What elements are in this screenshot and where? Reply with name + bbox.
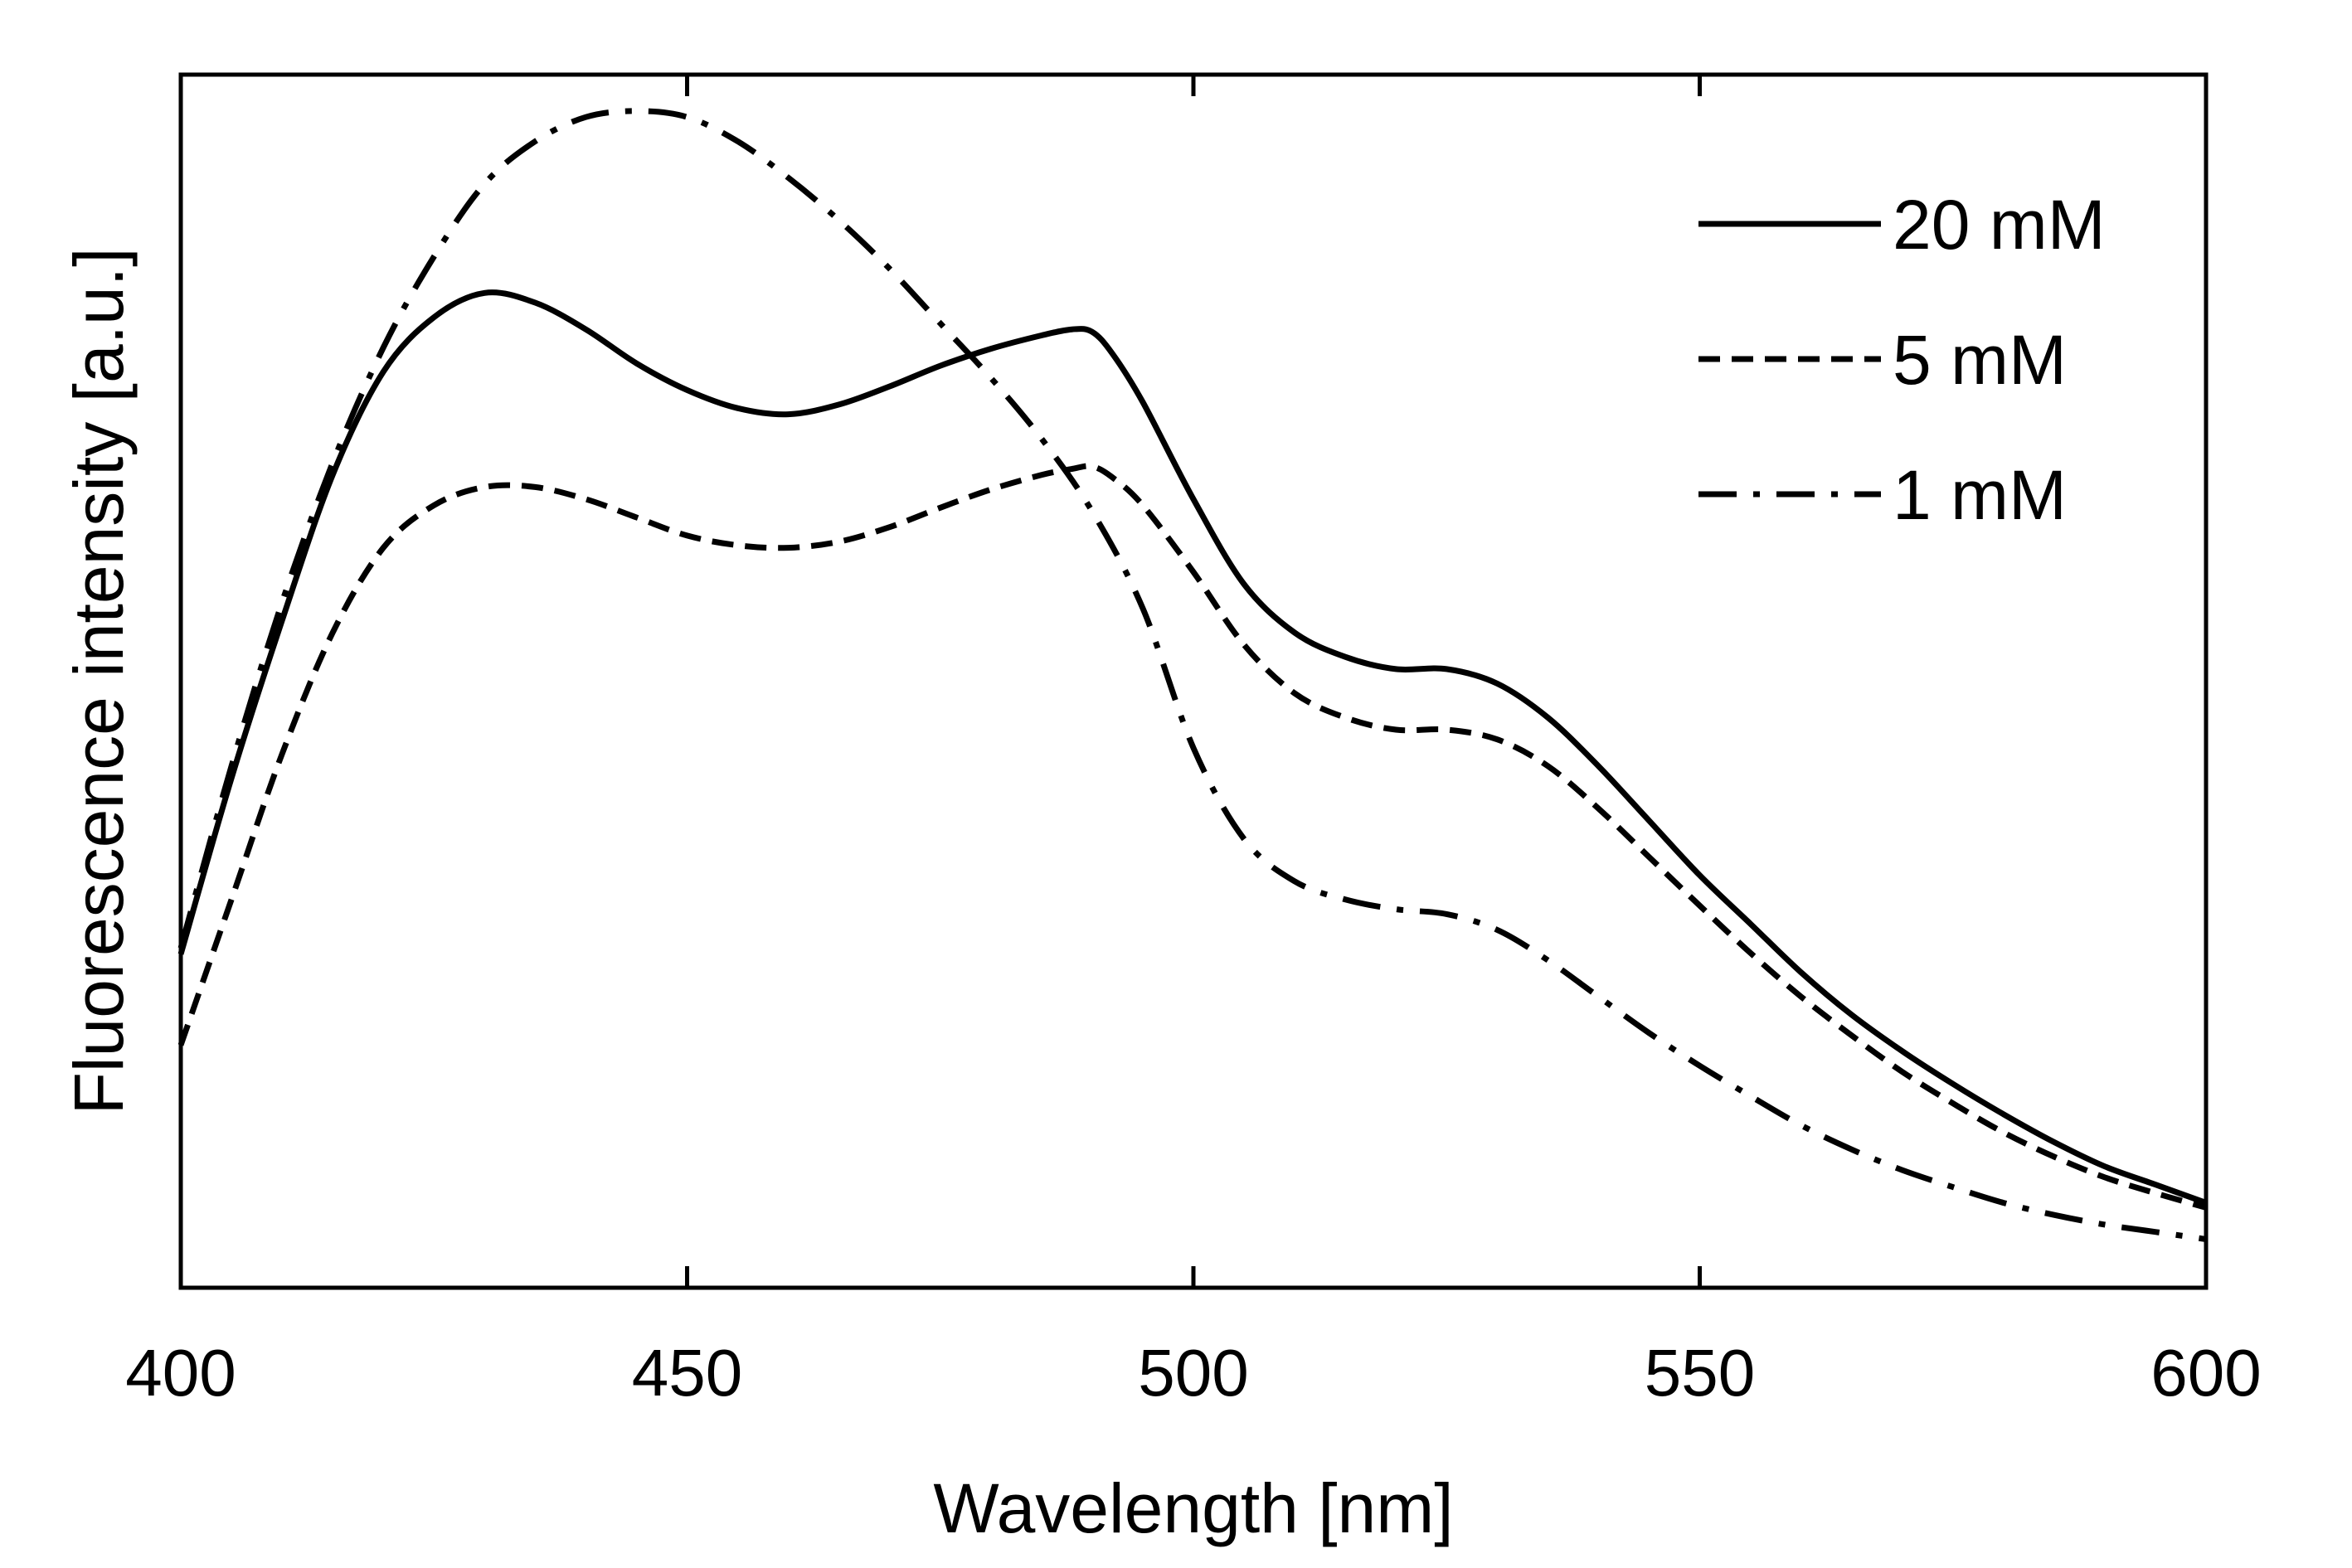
x-axis-ticks: 400 450 500 550 600 bbox=[125, 75, 2262, 1410]
series-line-1-mm bbox=[177, 108, 2207, 1242]
x-tick-label-400: 400 bbox=[125, 1336, 236, 1410]
x-tick-label-600: 600 bbox=[2150, 1336, 2261, 1410]
legend-label-1-mm: 1 mM bbox=[1893, 456, 2067, 534]
x-tick-label-500: 500 bbox=[1138, 1336, 1248, 1410]
x-axis-label: Wavelength [nm] bbox=[933, 1469, 1453, 1547]
y-axis-label: Fluorescence intensity [a.u.] bbox=[60, 248, 138, 1115]
plot-area bbox=[177, 108, 2208, 1242]
series-line-20-mm bbox=[177, 289, 2208, 1206]
x-tick-label-450: 450 bbox=[632, 1336, 742, 1410]
legend: 20 mM 5 mM 1 mM bbox=[1698, 186, 2106, 534]
series-line-5-mm bbox=[177, 463, 2207, 1211]
x-tick-label-550: 550 bbox=[1645, 1336, 1755, 1410]
legend-label-5-mm: 5 mM bbox=[1893, 321, 2067, 399]
legend-label-20-mm: 20 mM bbox=[1893, 186, 2106, 264]
